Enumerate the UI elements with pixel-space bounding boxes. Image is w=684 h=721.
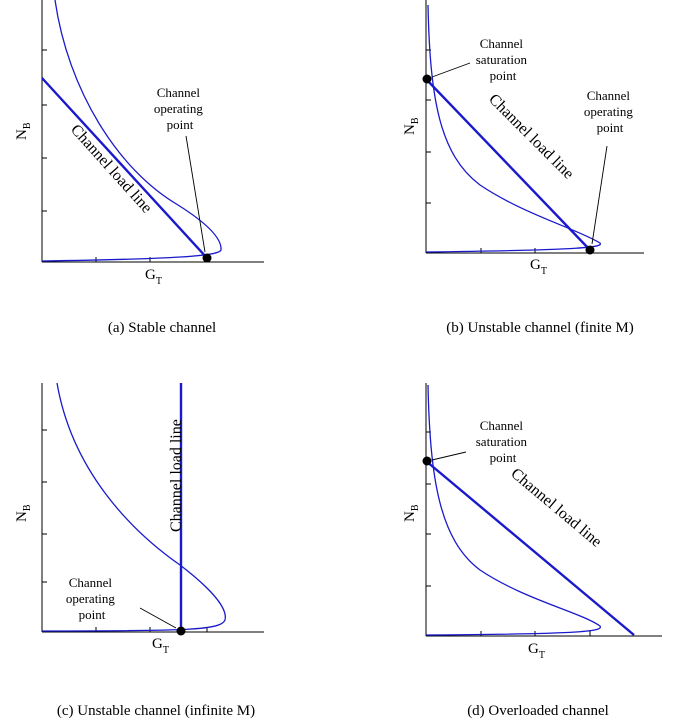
panel-b-x-label: GT [530, 257, 547, 277]
panel-d-saturation-point [422, 456, 432, 466]
panel-b-caption: (b) Unstable channel (finite M) [446, 320, 633, 336]
panel-b-load-line-label: Channel load line [485, 91, 577, 183]
panel-b: Channel saturation point Channel operati… [402, 0, 644, 336]
panel-a-axes [41, 0, 264, 263]
panel-c-y-label: NB [14, 504, 33, 522]
panel-d-caption: (d) Overloaded channel [467, 703, 609, 719]
panel-a-y-label: NB [14, 122, 33, 140]
panel-c-operating-point [176, 626, 186, 636]
panel-c: Channel operating point Channel load lin… [14, 382, 264, 719]
panel-b-saturation-label: Channel saturation point [476, 36, 531, 83]
panel-b-y-label: NB [402, 117, 421, 135]
panel-a-load-line-label: Channel load line [67, 121, 155, 216]
panel-d-curve [425, 384, 601, 636]
panel-a-x-label: GT [145, 267, 162, 287]
panel-a: Channel operating point Channel load lin… [14, 0, 264, 336]
panel-c-x-label: GT [152, 636, 169, 656]
panel-b-operating-label: Channel operating point [584, 88, 636, 135]
panel-d-y-label: NB [402, 504, 421, 522]
panel-b-load-line [425, 78, 591, 251]
panel-a-load-line [41, 77, 208, 259]
panel-c-arrow [139, 607, 177, 629]
panel-c-operating-label: Channel operating point [66, 575, 118, 622]
panel-d-load-line [425, 460, 635, 636]
panel-d-load-line-label: Channel load line [507, 465, 604, 551]
panel-a-operating-point [202, 253, 212, 263]
panel-c-caption: (c) Unstable channel (infinite M) [57, 703, 255, 719]
panel-b-saturation-arrow [431, 62, 471, 78]
panel-a-operating-label: Channel operating point [154, 85, 206, 132]
panel-a-arrow [185, 135, 206, 253]
panel-d: Channel saturation point Channel load li… [402, 383, 662, 719]
panel-c-load-line-label: Channel load line [168, 419, 185, 532]
panel-a-curve [41, 0, 222, 262]
panel-a-caption: (a) Stable channel [108, 320, 216, 336]
panel-b-curve [425, 4, 601, 253]
panel-d-x-label: GT [528, 641, 545, 661]
panel-b-saturation-point [422, 74, 432, 84]
panel-d-axes [425, 383, 662, 637]
panel-b-operating-arrow [591, 145, 608, 245]
panel-c-axes [41, 383, 264, 633]
panel-d-saturation-label: Channel saturation point [476, 418, 531, 465]
panel-d-saturation-arrow [431, 451, 467, 461]
panel-b-operating-point [585, 245, 595, 255]
